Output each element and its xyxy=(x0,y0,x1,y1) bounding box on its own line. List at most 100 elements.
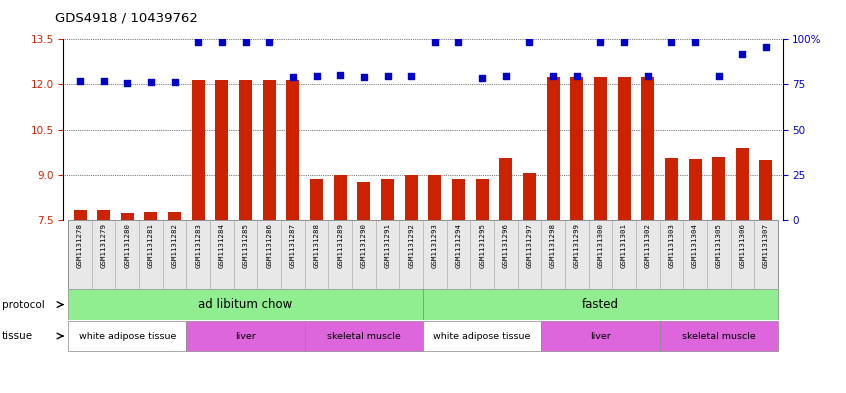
Text: GSM1131292: GSM1131292 xyxy=(408,223,415,268)
Bar xyxy=(570,77,583,220)
Text: GSM1131283: GSM1131283 xyxy=(195,223,201,268)
Bar xyxy=(428,175,442,220)
Bar xyxy=(69,290,423,320)
Text: tissue: tissue xyxy=(2,331,33,341)
Point xyxy=(641,73,655,79)
Bar xyxy=(352,220,376,289)
Text: GSM1131299: GSM1131299 xyxy=(574,223,580,268)
Bar xyxy=(618,77,630,220)
Bar xyxy=(305,220,328,289)
Text: fasted: fasted xyxy=(582,298,619,311)
Bar xyxy=(328,220,352,289)
Text: GSM1131282: GSM1131282 xyxy=(172,223,178,268)
Bar xyxy=(423,290,777,320)
Point xyxy=(310,73,323,79)
Text: protocol: protocol xyxy=(2,299,45,310)
Bar xyxy=(684,220,707,289)
Bar xyxy=(281,220,305,289)
Bar xyxy=(470,220,494,289)
Point xyxy=(168,79,181,85)
Text: GSM1131287: GSM1131287 xyxy=(290,223,296,268)
Point xyxy=(120,80,134,86)
Bar xyxy=(145,212,157,220)
Text: GSM1131284: GSM1131284 xyxy=(219,223,225,268)
Bar xyxy=(357,182,371,220)
Text: liver: liver xyxy=(235,332,256,340)
Point xyxy=(428,39,442,45)
Bar xyxy=(665,158,678,220)
Bar xyxy=(404,175,418,220)
Text: GSM1131305: GSM1131305 xyxy=(716,223,722,268)
Bar xyxy=(305,321,423,351)
Bar xyxy=(499,158,513,220)
Text: GDS4918 / 10439762: GDS4918 / 10439762 xyxy=(55,12,198,25)
Bar xyxy=(494,220,518,289)
Bar xyxy=(613,220,636,289)
Bar xyxy=(660,321,777,351)
Text: GSM1131307: GSM1131307 xyxy=(763,223,769,268)
Bar xyxy=(97,209,110,220)
Text: GSM1131306: GSM1131306 xyxy=(739,223,745,268)
Text: GSM1131286: GSM1131286 xyxy=(266,223,272,268)
Point xyxy=(97,78,111,84)
Point xyxy=(144,79,157,85)
Bar xyxy=(257,220,281,289)
Text: white adipose tissue: white adipose tissue xyxy=(433,332,530,340)
Bar xyxy=(69,220,92,289)
Point xyxy=(499,73,513,79)
Point xyxy=(239,39,252,45)
Point xyxy=(452,39,465,45)
Text: GSM1131279: GSM1131279 xyxy=(101,223,107,268)
Bar xyxy=(168,212,181,220)
Point xyxy=(475,75,489,81)
Point xyxy=(523,39,536,45)
Bar xyxy=(423,321,541,351)
Bar xyxy=(541,321,660,351)
Bar xyxy=(452,178,465,220)
Bar xyxy=(760,160,772,220)
Point xyxy=(547,73,560,79)
Bar xyxy=(121,213,134,220)
Text: GSM1131301: GSM1131301 xyxy=(621,223,627,268)
Point xyxy=(357,74,371,80)
Text: ad libitum chow: ad libitum chow xyxy=(199,298,293,311)
Bar xyxy=(707,220,730,289)
Bar xyxy=(594,77,607,220)
Point xyxy=(594,39,607,45)
Bar xyxy=(210,220,233,289)
Bar xyxy=(547,77,559,220)
Text: GSM1131293: GSM1131293 xyxy=(431,223,438,268)
Bar xyxy=(541,220,565,289)
Text: skeletal muscle: skeletal muscle xyxy=(682,332,755,340)
Text: GSM1131304: GSM1131304 xyxy=(692,223,698,268)
Text: GSM1131300: GSM1131300 xyxy=(597,223,603,268)
Bar xyxy=(186,321,305,351)
Point xyxy=(759,44,772,50)
Bar xyxy=(139,220,162,289)
Point xyxy=(404,73,418,79)
Point xyxy=(689,39,702,45)
Bar xyxy=(641,77,654,220)
Bar xyxy=(399,220,423,289)
Point xyxy=(735,51,749,57)
Text: GSM1131298: GSM1131298 xyxy=(550,223,556,268)
Bar xyxy=(423,220,447,289)
Bar xyxy=(287,80,299,220)
Bar xyxy=(74,209,86,220)
Point xyxy=(191,39,205,45)
Bar xyxy=(712,157,725,220)
Bar xyxy=(447,220,470,289)
Bar xyxy=(754,220,777,289)
Point xyxy=(262,39,276,45)
Bar xyxy=(263,80,276,220)
Bar xyxy=(565,220,589,289)
Text: GSM1131281: GSM1131281 xyxy=(148,223,154,268)
Text: GSM1131288: GSM1131288 xyxy=(314,223,320,268)
Bar xyxy=(310,178,323,220)
Bar xyxy=(162,220,186,289)
Point xyxy=(618,39,631,45)
Point xyxy=(570,73,584,79)
Bar xyxy=(376,220,399,289)
Bar xyxy=(233,220,257,289)
Bar xyxy=(660,220,684,289)
